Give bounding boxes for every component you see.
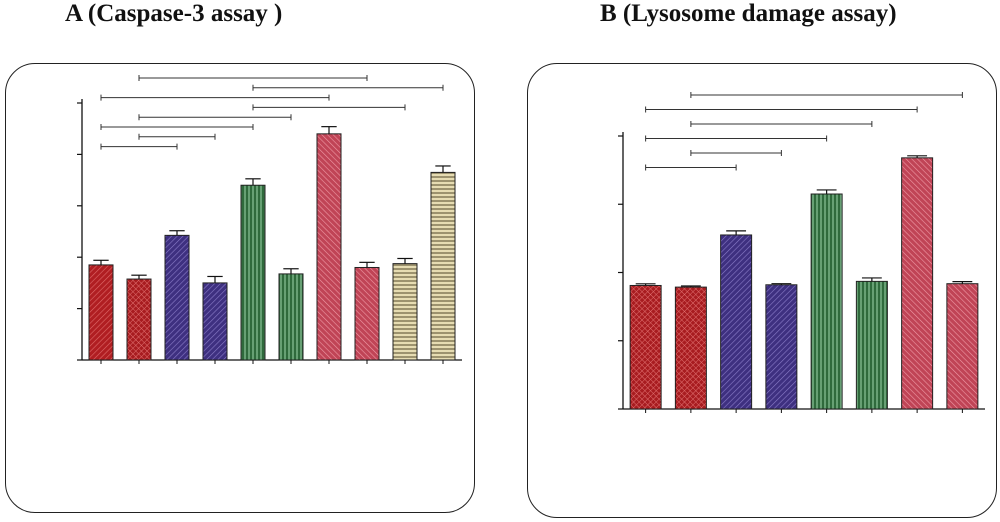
bar [202,282,228,361]
bar [126,278,152,361]
bar [765,284,798,410]
bar [430,171,456,361]
bar [392,263,418,361]
bar [164,234,190,361]
bar [946,283,979,410]
bar [901,157,934,410]
bar [810,193,843,410]
bar [316,133,342,361]
chart-a-title: A (Caspase-3 assay ) [65,0,283,27]
bar [720,234,753,410]
lysosome-chart [618,92,985,413]
bar [855,280,888,410]
bar [278,273,304,361]
bar [674,286,707,410]
bar [88,264,114,361]
bar [354,266,380,361]
caspase-chart [77,75,462,364]
bar [240,184,266,361]
chart-b-title: B (Lysosome damage assay) [600,0,897,27]
bar [629,284,662,410]
